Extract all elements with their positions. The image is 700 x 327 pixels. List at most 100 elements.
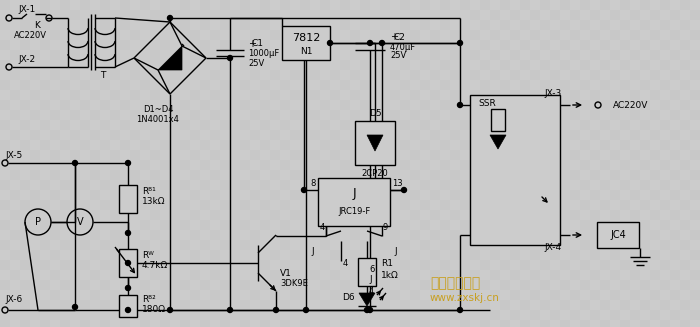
Bar — [400, 100, 410, 110]
Bar — [520, 160, 530, 170]
Bar — [620, 320, 630, 327]
Circle shape — [458, 307, 463, 313]
Bar — [270, 210, 280, 220]
Bar — [410, 250, 420, 260]
Bar — [420, 200, 430, 210]
Bar — [460, 280, 470, 290]
Bar — [120, 140, 130, 150]
Bar — [350, 190, 360, 200]
Bar — [80, 300, 90, 310]
Text: 25V: 25V — [248, 59, 265, 67]
Bar — [630, 110, 640, 120]
Bar — [10, 310, 20, 320]
Bar — [110, 250, 120, 260]
Bar — [440, 100, 450, 110]
Bar — [300, 60, 310, 70]
Bar — [380, 300, 390, 310]
Bar — [650, 10, 660, 20]
Bar — [670, 170, 680, 180]
Bar — [0, 160, 10, 170]
Bar — [510, 270, 520, 280]
Bar — [410, 190, 420, 200]
Bar — [640, 60, 650, 70]
Bar — [60, 80, 70, 90]
Bar — [50, 250, 60, 260]
Bar — [110, 50, 120, 60]
Bar — [630, 30, 640, 40]
Bar — [30, 270, 40, 280]
Bar — [420, 80, 430, 90]
Bar — [620, 280, 630, 290]
Bar — [120, 240, 130, 250]
Bar — [660, 100, 670, 110]
Bar — [330, 310, 340, 320]
Circle shape — [125, 261, 130, 266]
Text: JC4: JC4 — [610, 230, 626, 240]
Bar — [100, 60, 110, 70]
Bar — [240, 0, 250, 10]
Bar — [200, 180, 210, 190]
Bar — [220, 80, 230, 90]
Bar — [510, 70, 520, 80]
Bar — [70, 210, 80, 220]
Bar — [10, 90, 20, 100]
Bar — [220, 100, 230, 110]
Bar — [270, 70, 280, 80]
Bar — [510, 50, 520, 60]
Bar — [220, 120, 230, 130]
Bar — [380, 320, 390, 327]
Bar — [500, 200, 510, 210]
Bar — [90, 10, 100, 20]
Bar — [470, 70, 480, 80]
Bar — [580, 20, 590, 30]
Bar — [560, 280, 570, 290]
Bar — [410, 130, 420, 140]
Circle shape — [228, 56, 232, 60]
Bar — [60, 280, 70, 290]
Bar — [620, 60, 630, 70]
Bar — [480, 40, 490, 50]
Bar — [510, 210, 520, 220]
Text: 4: 4 — [369, 286, 375, 296]
Bar — [200, 220, 210, 230]
Bar — [360, 180, 370, 190]
Bar — [300, 180, 310, 190]
Bar — [620, 140, 630, 150]
Bar — [430, 130, 440, 140]
Bar — [120, 300, 130, 310]
Bar — [520, 60, 530, 70]
Bar — [420, 60, 430, 70]
Bar — [470, 210, 480, 220]
Bar — [180, 40, 190, 50]
Bar — [250, 70, 260, 80]
Bar — [130, 30, 140, 40]
Bar — [190, 90, 200, 100]
Bar — [70, 130, 80, 140]
Bar — [430, 30, 440, 40]
Text: Rᵂ: Rᵂ — [142, 251, 154, 261]
Bar — [220, 60, 230, 70]
Bar — [360, 240, 370, 250]
Bar — [650, 310, 660, 320]
Bar — [320, 0, 330, 10]
Bar — [260, 80, 270, 90]
Bar — [480, 280, 490, 290]
Bar — [530, 110, 540, 120]
Bar — [130, 230, 140, 240]
Bar — [230, 50, 240, 60]
Bar — [290, 270, 300, 280]
Bar — [410, 50, 420, 60]
Bar — [580, 260, 590, 270]
Bar — [680, 260, 690, 270]
Bar — [10, 190, 20, 200]
Bar — [500, 100, 510, 110]
Bar — [650, 50, 660, 60]
Bar — [590, 230, 600, 240]
Bar — [200, 320, 210, 327]
Text: 13: 13 — [392, 179, 402, 187]
Bar — [670, 290, 680, 300]
Bar — [30, 110, 40, 120]
Bar — [530, 250, 540, 260]
Bar — [600, 100, 610, 110]
Bar — [130, 90, 140, 100]
